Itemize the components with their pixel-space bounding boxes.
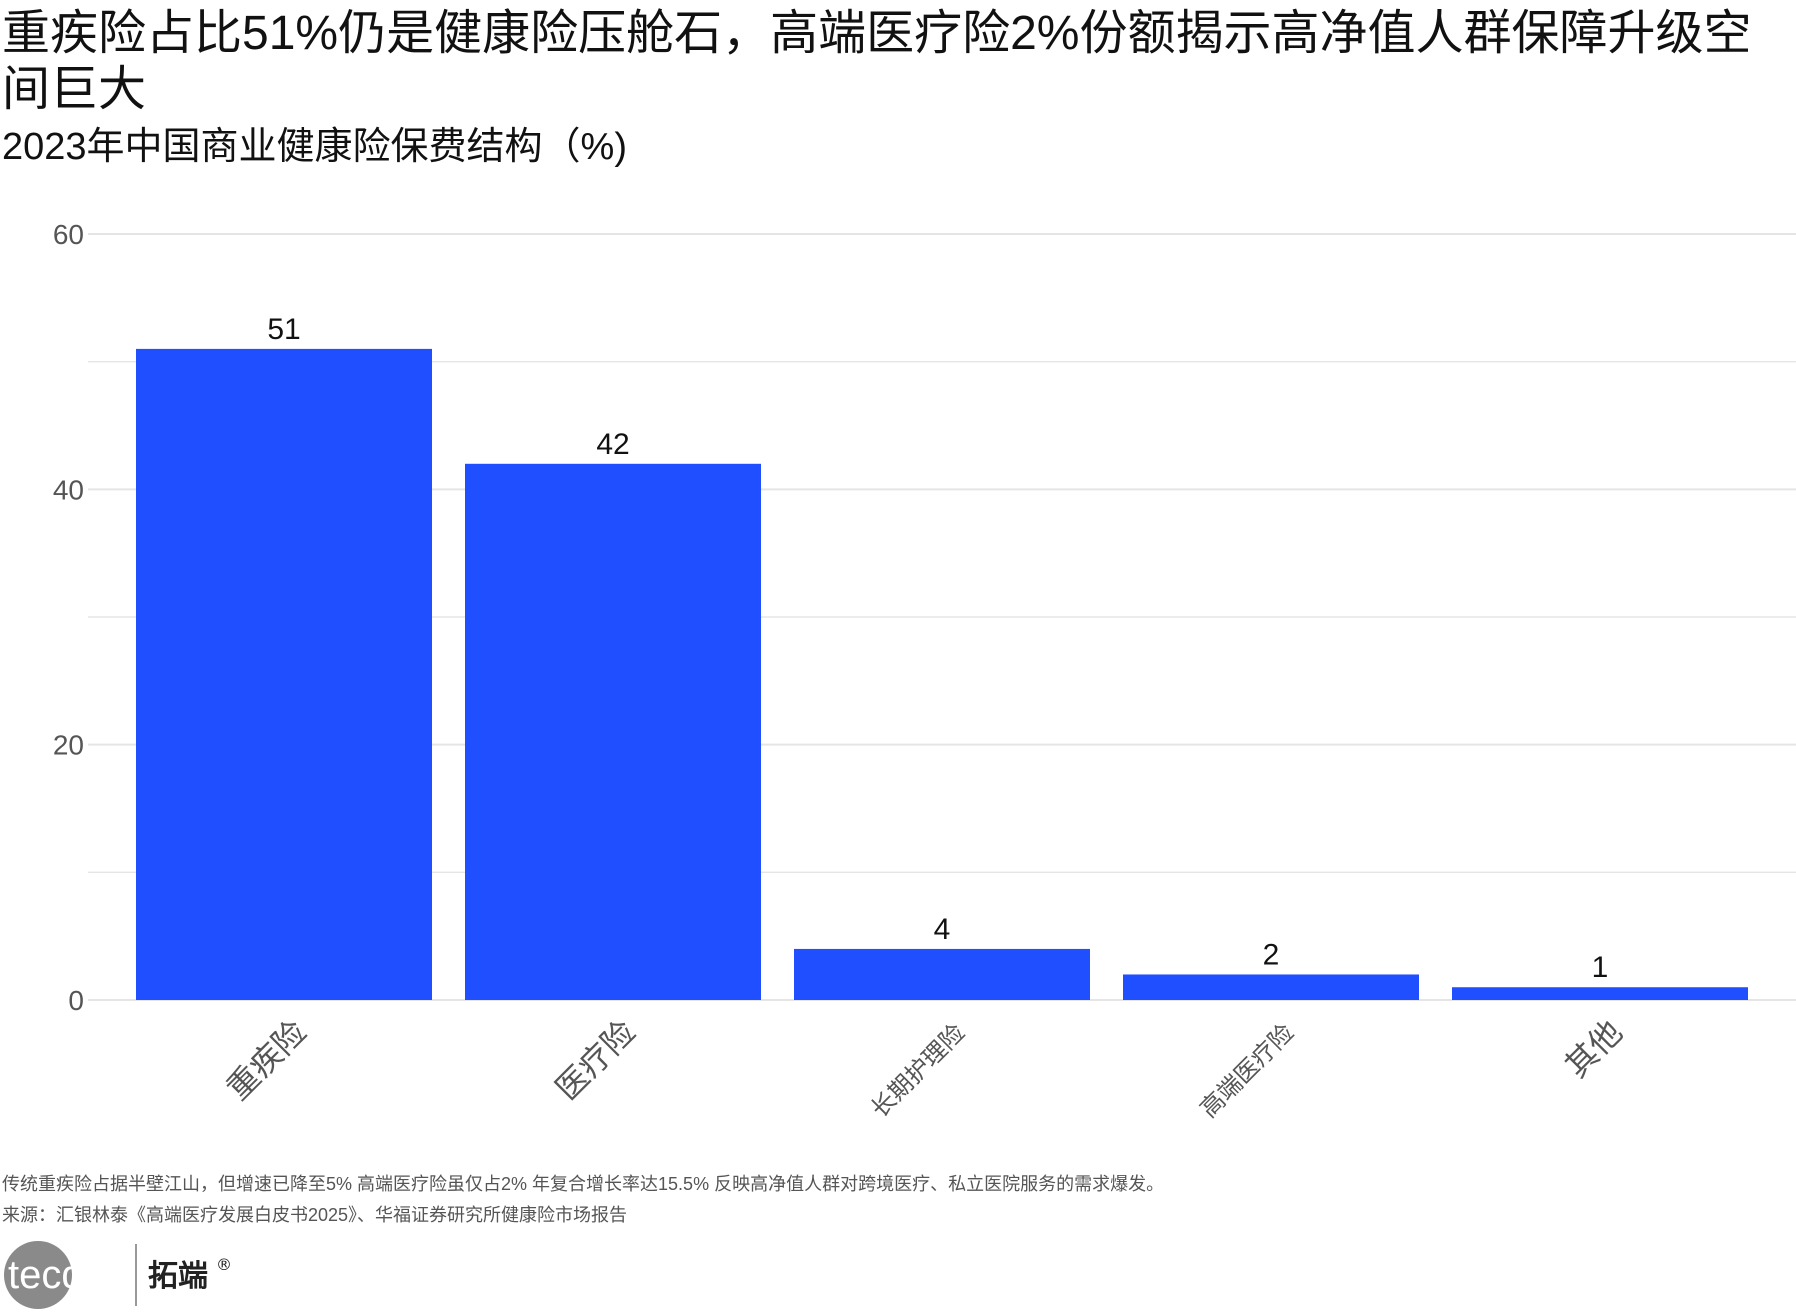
y-tick-label: 40 — [53, 474, 84, 505]
x-tick-label: 重疾险 — [219, 1013, 314, 1108]
chart-subtitle: 2023年中国商业健康险保费结构（%) — [2, 126, 627, 168]
y-tick-label: 20 — [53, 730, 84, 761]
x-tick-label: 长期护理险 — [866, 1018, 971, 1123]
bar-chart: 0 20 40 60 51 重疾险 42 医疗险 4 长期护理险 2 高端医疗险 1 其他 — [53, 219, 1796, 1123]
data-label: 2 — [1263, 938, 1280, 971]
x-tick-label: 高端医疗险 — [1195, 1018, 1300, 1123]
data-label: 42 — [596, 428, 629, 461]
bar — [465, 463, 761, 1000]
logo-circle-icon — [4, 1241, 72, 1309]
chart-note: 传统重疾险占据半壁江山，但增速已降至5% 高端医疗险虽仅占2% 年复合增长率达1… — [2, 1174, 1165, 1194]
data-label: 1 — [1592, 951, 1609, 984]
logo-left-text: tecdat — [8, 1253, 117, 1297]
bar — [1452, 987, 1748, 1000]
logo-mark: ® — [216, 1255, 232, 1274]
bar — [136, 348, 432, 1000]
tecdat-logo: tecdat 拓端 ® — [4, 1241, 232, 1309]
logo-right-text: 拓端 — [148, 1259, 208, 1294]
x-tick-label: 其他 — [1558, 1013, 1630, 1085]
data-label: 51 — [267, 313, 300, 346]
bar — [1123, 974, 1419, 1000]
data-label: 4 — [934, 913, 951, 946]
x-tick-label: 医疗险 — [548, 1013, 643, 1108]
chart-title: 重疾险占比51%仍是健康险压舱石，高端医疗险2%份额揭示高净值人群保障升级空间巨… — [2, 7, 1752, 116]
y-tick-label: 0 — [68, 985, 84, 1016]
bar — [794, 948, 1090, 1000]
y-tick-label: 60 — [53, 219, 84, 250]
chart-source: 来源：汇银林泰《高端医疗发展白皮书2025》、华福证券研究所健康险市场报告 — [2, 1205, 628, 1225]
